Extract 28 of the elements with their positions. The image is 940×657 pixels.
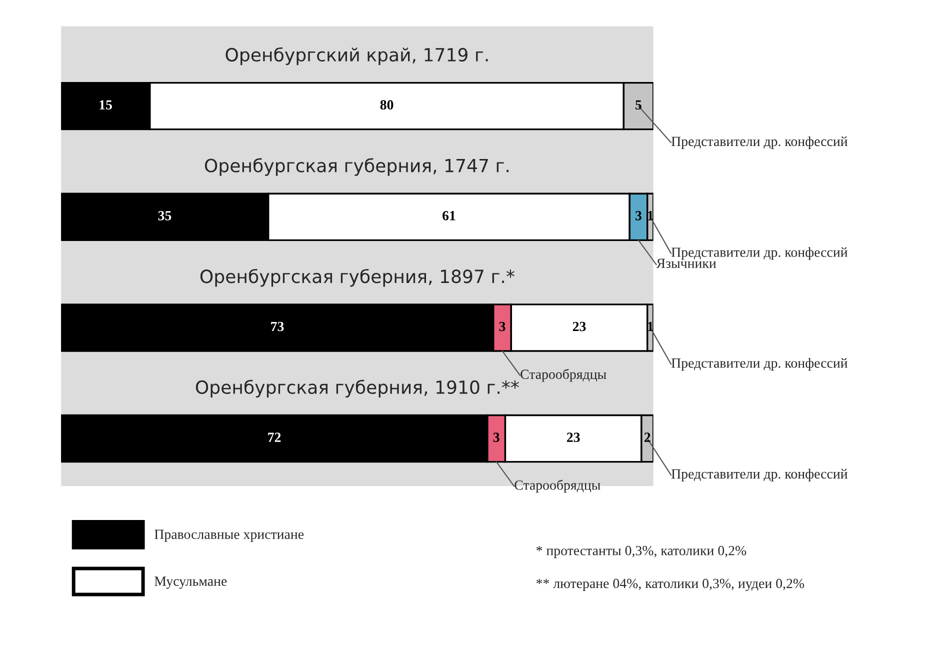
- legend-label: Православные христиане: [154, 530, 304, 542]
- text: * протестанты 0,3%, католики 0,2%: [536, 546, 746, 558]
- y-tick-label: Оренбургская губерния, 1897 г.*: [200, 268, 514, 287]
- series-label: Старообрядцы: [520, 368, 606, 382]
- legend-label: Мусульмане: [154, 576, 227, 589]
- data-label: 61: [442, 211, 456, 220]
- data-label: 80: [380, 100, 394, 110]
- data-label: 73: [271, 322, 284, 332]
- data-label: 15: [100, 100, 112, 110]
- data-label: 35: [158, 211, 172, 220]
- data-label: 3: [636, 211, 642, 220]
- data-label: 23: [566, 432, 580, 442]
- text: Старообрядцы: [514, 480, 600, 493]
- text: ** лютеране 04%, католики 0,3%, иудеи 0,2%: [536, 578, 804, 592]
- y-tick-label: Оренбургская губерния, 1910 г.**: [196, 380, 519, 398]
- series-label: Язычники: [656, 258, 716, 268]
- y-tick-label: Оренбургская губерния, 1747 г.: [204, 158, 509, 176]
- text: Представители др. конфессий: [671, 247, 848, 260]
- data-label: 3: [493, 432, 500, 442]
- data-label: 3: [499, 322, 506, 332]
- text: Представители др. конфессий: [671, 468, 848, 482]
- data-label: 5: [636, 100, 642, 110]
- data-label: 23: [572, 322, 586, 332]
- y-tick-label: Оренбургский край, 1719 г.: [226, 47, 488, 66]
- data-label: 2: [644, 432, 650, 442]
- data-label: 72: [268, 432, 281, 442]
- series-label: Представители др. конфессий: [671, 136, 848, 149]
- text: Представители др. конфессий: [671, 358, 848, 371]
